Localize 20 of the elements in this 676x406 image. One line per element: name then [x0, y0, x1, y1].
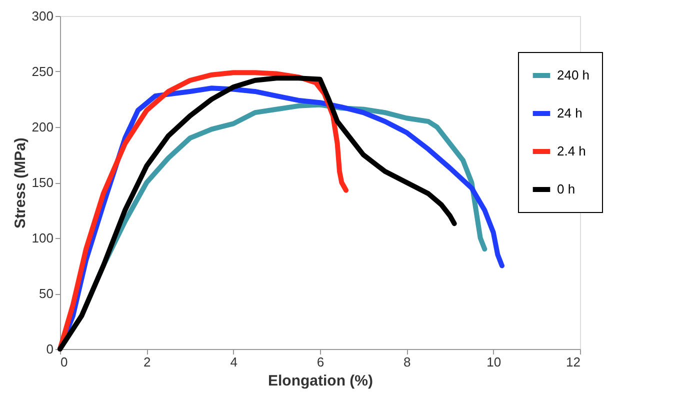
legend-label: 24 h: [557, 106, 582, 120]
x-tick-label: 10: [486, 354, 502, 370]
legend-label: 2.4 h: [557, 144, 586, 158]
legend-label: 0 h: [557, 182, 576, 196]
y-tick-label: 150: [32, 175, 54, 190]
y-tick-label: 100: [32, 230, 54, 246]
y-tick-label: 250: [32, 64, 54, 79]
x-tick-label: 8: [404, 354, 411, 370]
legend-label: 240 h: [557, 68, 590, 82]
x-tick-label: 0: [60, 354, 68, 370]
x-tick-label: 4: [230, 354, 238, 370]
x-axis-title: Elongation (%): [268, 372, 373, 390]
x-tick-label: 2: [144, 354, 151, 370]
y-axis-title: Stress (MPa): [12, 138, 29, 228]
y-tick-label: 300: [32, 8, 54, 24]
y-tick-label: 50: [39, 286, 54, 301]
x-tick-label: 6: [316, 354, 324, 370]
y-tick-label: 0: [46, 342, 54, 356]
x-tick-label: 12: [566, 354, 580, 370]
y-tick-label: 200: [32, 120, 54, 134]
